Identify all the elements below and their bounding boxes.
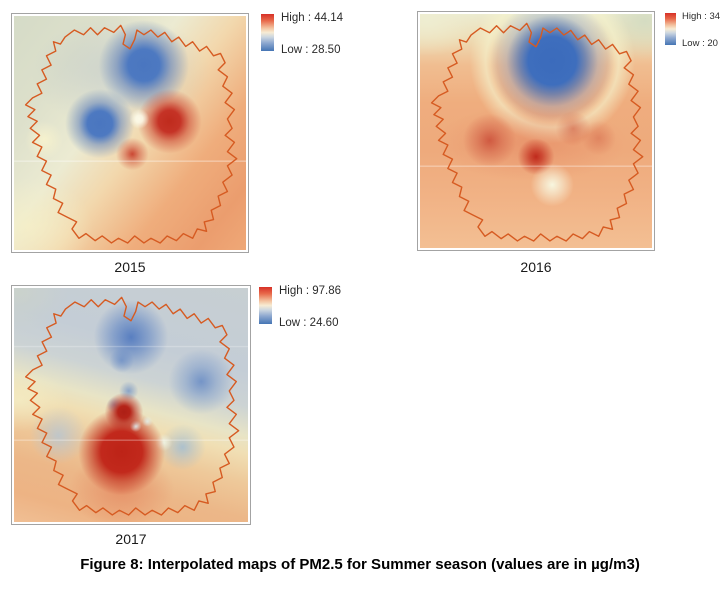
map-area-2016 xyxy=(420,14,652,248)
legend-color-ramp-2015 xyxy=(261,14,274,51)
district-boundary-2015 xyxy=(14,16,246,250)
legend-2017: High : 97.86 Low : 24.60 xyxy=(259,285,342,329)
legend-2015: High : 44.14 Low : 28.50 xyxy=(261,12,344,56)
legend-high-label-2017: High : 97.86 xyxy=(279,285,342,297)
interpolated-surface-2016 xyxy=(420,14,652,248)
map-panel-2017 xyxy=(11,285,251,525)
map-area-2017 xyxy=(14,288,248,522)
year-label-2015: 2015 xyxy=(114,259,146,275)
district-boundary-2017 xyxy=(14,288,248,522)
legend-high-label-2016: High : 34 xyxy=(682,11,720,22)
legend-color-ramp-2016 xyxy=(665,13,676,45)
legend-low-label-2015: Low : 28.50 xyxy=(281,44,341,56)
year-label-2016: 2016 xyxy=(520,259,552,275)
figure-caption: Figure 8: Interpolated maps of PM2.5 for… xyxy=(80,556,640,573)
interpolated-surface-2015 xyxy=(14,16,246,250)
legend-color-ramp-2017 xyxy=(259,287,272,324)
map-area-2015 xyxy=(14,16,246,250)
map-panel-2015 xyxy=(11,13,249,253)
legend-2016: High : 34 Low : 20 xyxy=(665,11,720,49)
legend-low-label-2017: Low : 24.60 xyxy=(279,317,339,329)
legend-high-label-2015: High : 44.14 xyxy=(281,12,344,24)
legend-low-label-2016: Low : 20 xyxy=(682,38,718,49)
interpolated-surface-2017 xyxy=(14,288,248,522)
district-boundary-2016 xyxy=(420,14,652,248)
year-label-2017: 2017 xyxy=(115,531,147,547)
map-panel-2016 xyxy=(417,11,655,251)
